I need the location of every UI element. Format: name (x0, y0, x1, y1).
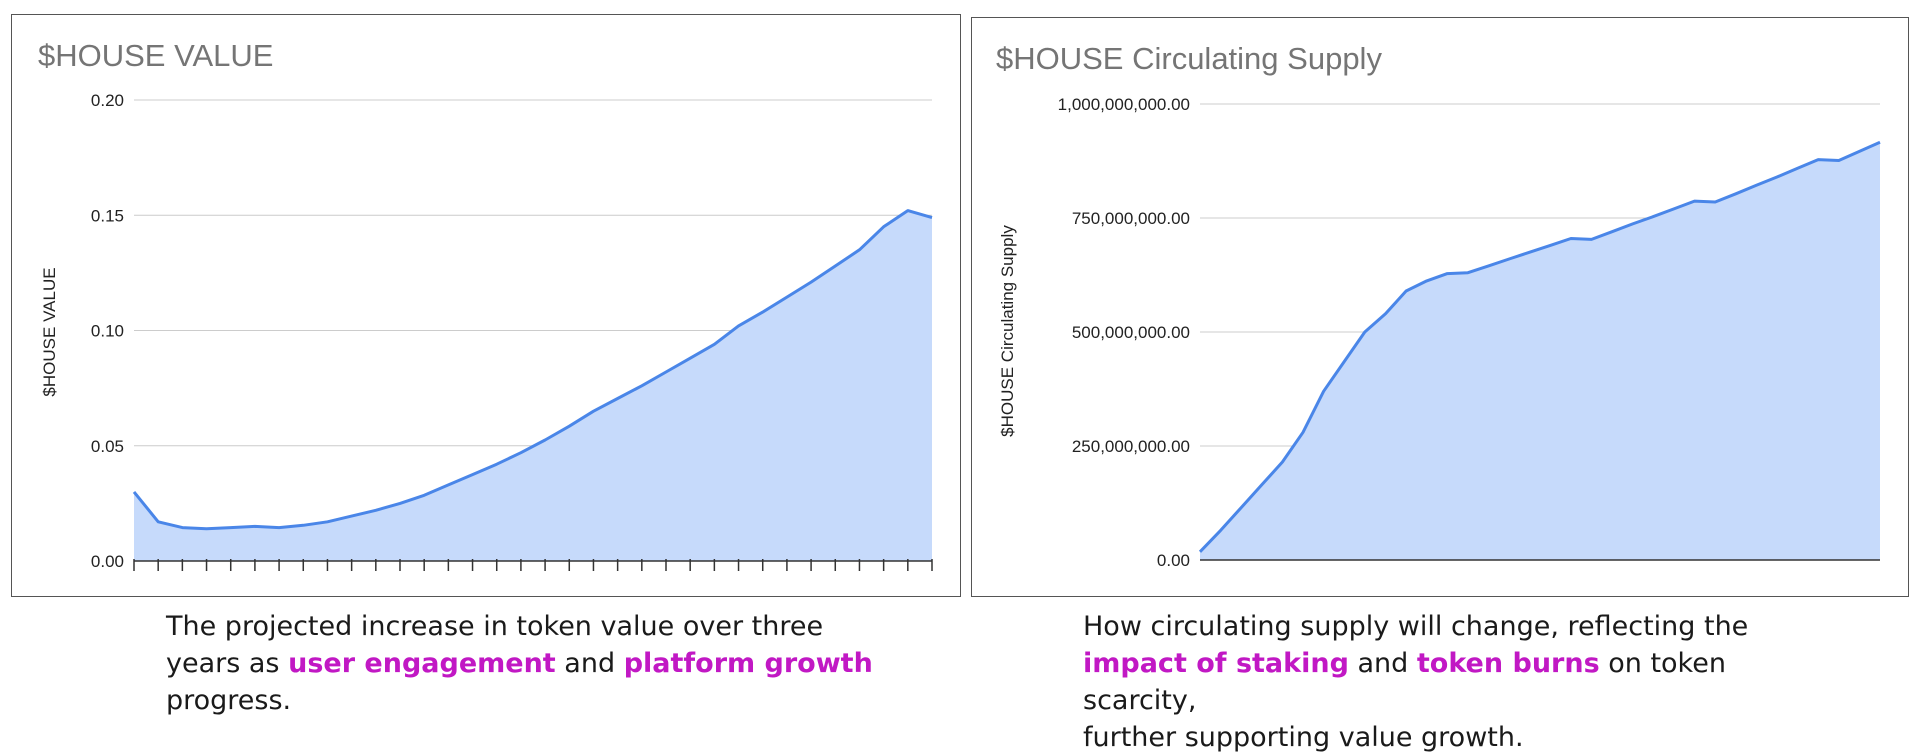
chart-title: $HOUSE VALUE (38, 38, 273, 73)
supply-chart-panel: $HOUSE Circulating Supply $HOUSE Circula… (971, 17, 1909, 597)
supply-chart: $HOUSE Circulating Supply $HOUSE Circula… (996, 41, 1881, 570)
y-tick-label: 0.10 (91, 322, 124, 341)
caption-line: How circulating supply will change, refl… (1083, 611, 1749, 642)
y-tick-label: 0.20 (91, 91, 124, 110)
y-tick-label: 0.05 (91, 437, 124, 456)
y-tick-label: 750,000,000.00 (1072, 209, 1190, 228)
caption-line: The projected increase in token value ov… (166, 611, 824, 642)
y-axis-title: $HOUSE Circulating Supply (998, 225, 1017, 437)
y-axis-title: $HOUSE VALUE (40, 267, 59, 396)
caption-text: and (555, 648, 624, 679)
y-tick-label: 1,000,000,000.00 (1058, 95, 1190, 114)
caption-line: further supporting value growth. (1083, 722, 1524, 753)
series-area (1200, 142, 1880, 561)
caption-text: on token scarcity, (1083, 648, 1726, 716)
series-line (1198, 140, 1881, 553)
chart-title: $HOUSE Circulating Supply (996, 41, 1382, 76)
caption-highlight: user engagement (288, 648, 556, 679)
series-area (134, 210, 932, 561)
y-tick-label: 0.15 (91, 206, 124, 225)
value-chart: $HOUSE VALUE $HOUSE VALUE 0.00 0.05 0.10 0.… (38, 38, 933, 571)
y-tick-label: 500,000,000.00 (1072, 323, 1190, 342)
value-chart-caption: The projected increase in token value ov… (166, 608, 886, 719)
supply-chart-caption: How circulating supply will change, refl… (1083, 608, 1843, 756)
caption-highlight: impact of staking (1083, 648, 1349, 679)
caption-text: years as (166, 648, 289, 679)
y-tick-label: 0.00 (1157, 551, 1190, 570)
caption-highlight: token burns (1416, 648, 1600, 679)
y-tick-label: 250,000,000.00 (1072, 437, 1190, 456)
series-line (132, 209, 933, 531)
caption-line: progress. (166, 685, 292, 716)
caption-highlight: platform growth (623, 648, 873, 679)
caption-text: and (1348, 648, 1417, 679)
y-tick-label: 0.00 (91, 552, 124, 571)
value-chart-panel: $HOUSE VALUE $HOUSE VALUE 0.00 0.05 0.10 0.… (11, 14, 961, 597)
